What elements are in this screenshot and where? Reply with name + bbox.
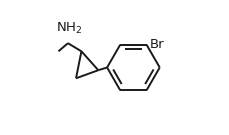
Text: NH$_2$: NH$_2$ <box>56 21 82 36</box>
Text: Br: Br <box>149 38 164 50</box>
